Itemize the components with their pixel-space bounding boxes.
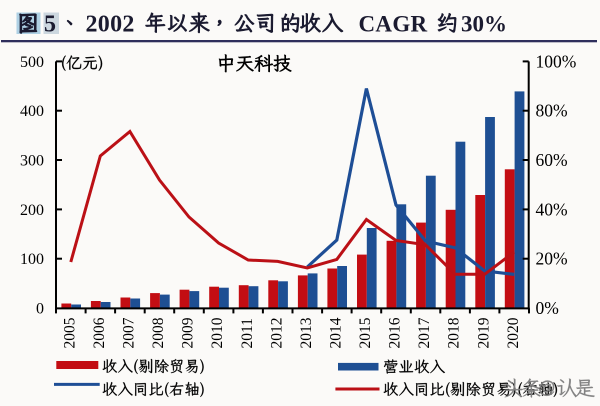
svg-text:80%: 80% — [536, 101, 568, 121]
svg-text:2009: 2009 — [180, 317, 197, 348]
svg-text:30%: 30% — [461, 12, 507, 37]
svg-text:2018: 2018 — [446, 317, 463, 348]
svg-text:2007: 2007 — [121, 317, 138, 348]
svg-text:40%: 40% — [536, 199, 568, 219]
svg-text:2008: 2008 — [150, 317, 167, 348]
svg-text:2011: 2011 — [239, 318, 256, 348]
svg-text:0%: 0% — [536, 298, 559, 318]
svg-text:2020: 2020 — [505, 317, 522, 348]
svg-text:2012: 2012 — [268, 318, 285, 349]
svg-text:2013: 2013 — [298, 317, 315, 348]
svg-text:400: 400 — [20, 103, 44, 120]
svg-text:2015: 2015 — [357, 317, 374, 348]
svg-text:2005: 2005 — [61, 317, 78, 348]
svg-text:500: 500 — [20, 54, 44, 71]
svg-text:60%: 60% — [536, 150, 568, 170]
svg-text:2017: 2017 — [416, 317, 433, 348]
svg-text:2002: 2002 — [86, 12, 135, 38]
svg-text:0: 0 — [36, 301, 44, 318]
svg-text:2019: 2019 — [475, 317, 492, 348]
svg-text:200: 200 — [20, 202, 44, 219]
svg-text:CAGR: CAGR — [359, 12, 428, 37]
svg-text:2006: 2006 — [91, 317, 108, 348]
svg-text:2016: 2016 — [387, 317, 404, 348]
svg-text:20%: 20% — [536, 249, 568, 269]
svg-text:100: 100 — [20, 251, 44, 268]
svg-text:5: 5 — [44, 12, 56, 38]
svg-text:2014: 2014 — [327, 317, 344, 348]
svg-text:2010: 2010 — [209, 317, 226, 348]
svg-text:300: 300 — [20, 153, 44, 170]
svg-text:100%: 100% — [536, 51, 577, 71]
